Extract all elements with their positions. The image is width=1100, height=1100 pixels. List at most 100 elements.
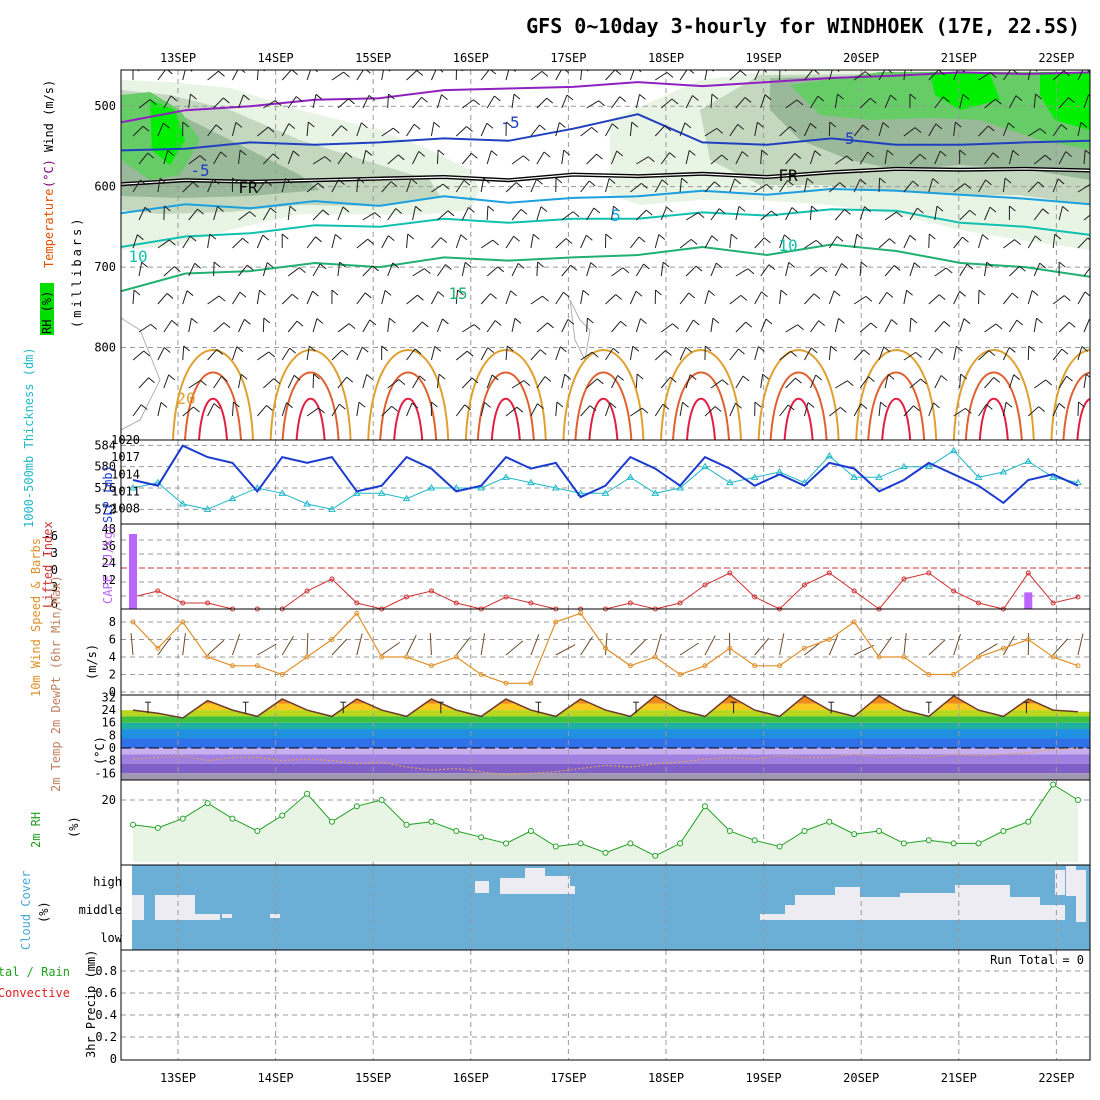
wind-barb-flag [173,266,181,273]
wind-barb [157,122,164,137]
wind-barb [1083,267,1090,277]
wind-barb [480,178,485,193]
wind-barb-flag [995,98,1002,105]
wind-barb-flag [1008,346,1016,353]
wind-barb [455,404,466,417]
wind-barb [213,206,218,221]
wind-barb-flag [220,151,227,158]
wind-barb [704,406,716,417]
wind-barb [257,351,270,361]
contour-fr-inner [121,168,1090,185]
wind-barb [387,154,399,165]
wind-barb-flag [945,267,953,274]
wind-barb-flag [1058,261,1066,268]
wind-barb-flag [969,209,977,216]
wind-barb [1083,94,1090,109]
wind-barb [1077,184,1090,193]
contour-30 [1076,398,1090,440]
cloud-unit-label: (%) [37,901,51,923]
surface-wind-barb [356,633,363,656]
wind-barb-flag [704,345,712,352]
wind-barb [455,126,467,137]
wind-barb-flag [520,208,528,215]
wind-barb-flag [342,206,350,213]
wind-barb-flag [1092,265,1098,270]
wind-barb [430,70,437,81]
date-label-bottom: 18SEP [648,1071,684,1085]
wind-barb [387,318,390,333]
contour-25 [867,371,926,440]
wind-speed-point [528,680,534,686]
wind-barb-flag [317,182,325,189]
wind-barb-flag [564,373,571,380]
wind-barb [978,234,983,249]
wind-barb [884,211,897,221]
precip-tick: 0.8 [95,964,117,978]
thickness-point [303,500,311,507]
temp-band [121,710,1090,717]
cloud-middle-label: middle [79,903,122,917]
wind-barb-flag [738,348,745,355]
wind-barb-flag [620,320,627,327]
wind-barb-flag [978,289,986,296]
wind-barb-flag [936,348,943,354]
wind-barb [536,97,548,109]
thickness-point [1024,457,1033,464]
slp-tick: 1014 [111,467,140,481]
wind-barb [909,317,912,333]
wind-barb-flag [164,205,171,212]
wind-barb [785,207,793,221]
wind-barb [306,346,310,361]
wind-barb-flag [389,317,396,324]
wind-speed-point [453,654,459,660]
cloud-gap [195,914,220,920]
thickness-point [875,473,883,480]
wind-barb-flag [315,93,323,100]
wind-speed-point [851,619,857,625]
wind-barb [505,235,515,249]
wind-barb [760,149,763,165]
wind-barb [903,290,908,305]
wind-barb-flag [189,235,197,242]
wind-barb [679,292,690,305]
wind-barb-flag [840,406,847,413]
wind-barb [182,70,186,81]
wind-barb [859,261,862,277]
wind-barb-flag [739,70,747,77]
surface-wind-barb [505,640,524,656]
wind-barb-flag [431,401,438,408]
wind-barb [511,263,519,277]
wind-barb [903,351,916,361]
wind-barb-flag [791,207,799,213]
wind-barb-flag [1066,375,1073,382]
wind-barb-flag [215,124,223,131]
wind-barb-flag [384,290,392,296]
wind-barb-flag [1065,151,1073,158]
wind-barb-flag [880,401,887,408]
contour-20 [367,349,450,440]
wind-barb-flag [757,121,764,128]
wind-barb [561,150,565,165]
wind-barb-flag [372,265,379,272]
wind-barb-flag [200,379,207,386]
wind-barb-flag [689,374,697,380]
wind-barb-flag [789,126,797,133]
wind-barb [878,292,888,305]
contour-30 [490,397,521,440]
wind-barb [561,94,568,109]
wind-barb [984,377,995,389]
wind-barb-flag [367,238,375,245]
thickness-point [850,473,859,480]
wind-barb [536,376,546,389]
cape-tick: 48 [102,522,116,536]
rh-point [304,790,311,797]
wind-barb [735,268,749,277]
wind-barb-flag [862,124,870,131]
surface-wind-barb [1077,633,1084,656]
wind-barb [810,95,819,109]
surface-wind-barb [605,633,608,656]
wind-barb [461,262,466,277]
wind-barb-flag [865,71,872,77]
wind-barb-flag [708,290,715,296]
wind-barb-flag [986,261,994,268]
